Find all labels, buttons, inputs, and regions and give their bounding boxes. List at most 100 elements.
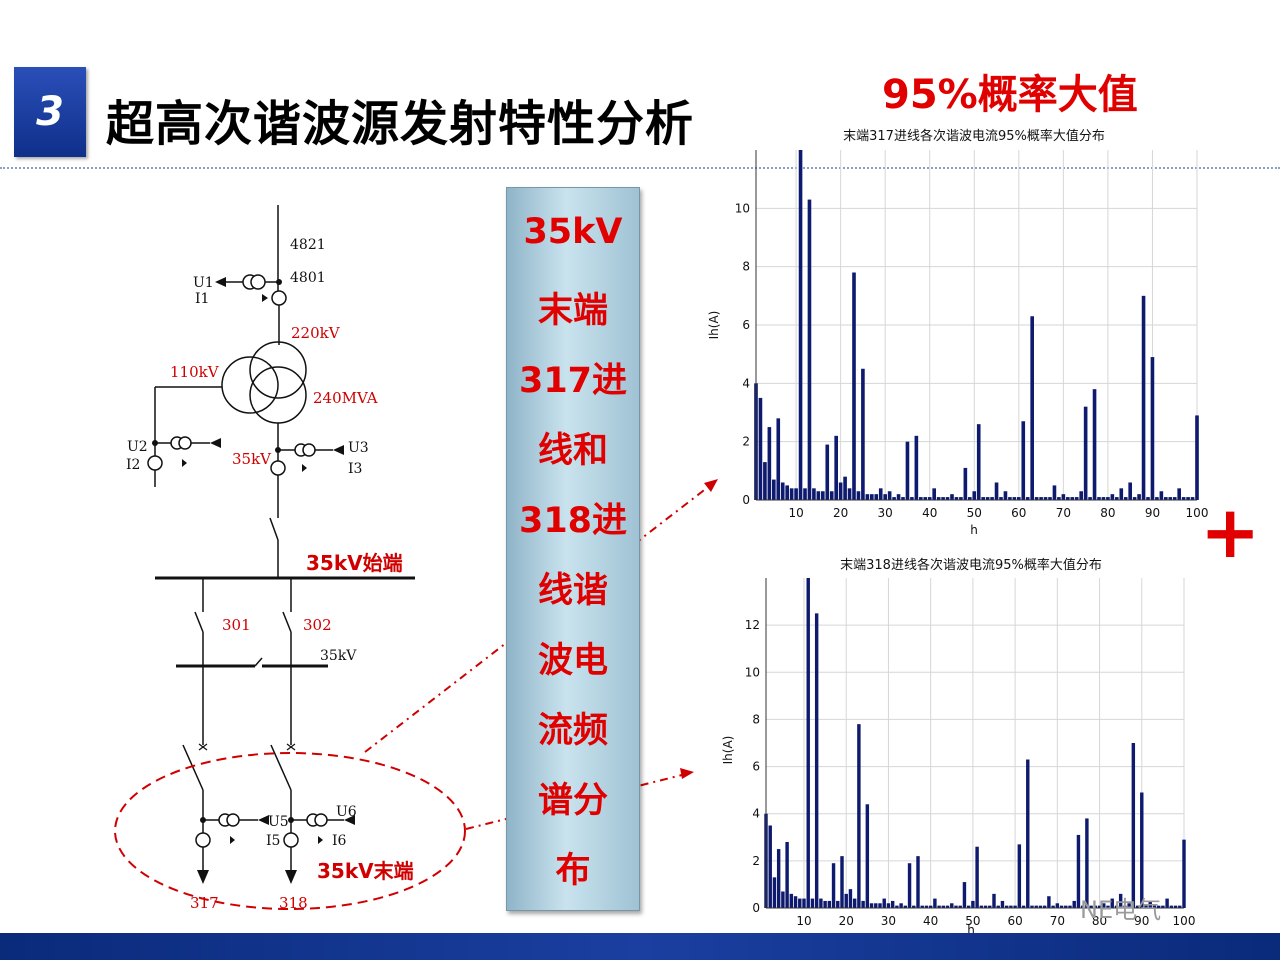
label-i1: I1: [195, 291, 209, 307]
chart-318-xtick-label: 10: [796, 914, 811, 928]
chart-317-bar: [861, 368, 865, 500]
chart-318-bar: [1182, 839, 1186, 908]
chart-318-xtick-label: 70: [1050, 914, 1065, 928]
chart-318-bar: [781, 891, 785, 908]
chart-317-bar: [1066, 497, 1070, 500]
chart-317-bar: [883, 494, 887, 500]
chart-318-bar: [1068, 905, 1072, 908]
chart-317-bar: [812, 488, 816, 500]
label-u1: U1: [193, 275, 214, 291]
chart-317-harmonic-current: 末端317进线各次谐波电流95%概率大值分布 10 20 30 40 50 60 70 80 9…: [707, 128, 1208, 537]
label-switch-302: 302: [303, 616, 332, 634]
label-u3: U3: [348, 440, 369, 456]
chart-317-bar: [856, 491, 861, 500]
chart-318-xtick-label: 60: [1007, 914, 1022, 928]
chart-318-bar: [1030, 905, 1034, 908]
chart-318-bar: [1021, 905, 1026, 908]
chart-317-bar: [1034, 497, 1039, 500]
chart-317-bar: [852, 272, 856, 500]
chart-317-bar: [785, 485, 789, 500]
chart-317-bar: [1115, 497, 1119, 500]
chart-318-bar: [878, 903, 882, 908]
chart-318-bar: [857, 724, 861, 908]
chart-318-bar: [1102, 903, 1106, 908]
chart-318-ytick-label: 6: [752, 760, 760, 774]
chart-317-bar: [1172, 497, 1177, 500]
banner-line-1: 35kV: [523, 212, 623, 252]
chart-318-bar: [1110, 898, 1114, 908]
chart-318-bar: [1085, 818, 1089, 908]
chart-318-xtick-label: 100: [1173, 914, 1196, 928]
chart-317-bar: [910, 497, 914, 500]
chart-318-bar: [1152, 905, 1157, 908]
chart-317-bar: [1083, 406, 1088, 500]
label-110kv: 110kV: [170, 363, 220, 381]
chart-317-bar: [776, 418, 781, 500]
chart-318-bar: [814, 613, 819, 908]
single-line-diagram: 4821 4801 U1 I1 220kV 110kV 240MVA U2 I2…: [114, 205, 466, 912]
plus-sign: +: [1200, 490, 1261, 574]
chart-318-xlabel: h: [967, 923, 975, 935]
chart-318-bar: [1042, 905, 1047, 908]
chart-318-bar: [1114, 905, 1119, 908]
label-feeder-318: 318: [279, 894, 308, 912]
chart-317-bar: [1159, 491, 1164, 500]
chart-318-bar: [975, 846, 979, 908]
chart-317-bar: [941, 497, 945, 500]
chart-318-bar: [1080, 905, 1085, 908]
label-u5: U5: [268, 814, 289, 830]
chart-317-bar: [780, 482, 785, 500]
chart-317-bar: [1190, 497, 1195, 500]
chart-318-bar: [861, 900, 865, 908]
label-u6: U6: [336, 804, 357, 820]
chart-318-xtick-label: 90: [1134, 914, 1149, 928]
chart-317-bar: [1119, 488, 1124, 500]
chart-318-bar: [958, 905, 962, 908]
chart-318-ytick-label: 8: [752, 712, 760, 726]
center-banner: 35kV 末端 317进 线和 318进 线谐 波电 流频 谱分 布: [506, 187, 640, 911]
chart-318-bar: [1034, 905, 1038, 908]
chart-318-bar: [776, 849, 781, 908]
chart-318-bar: [937, 905, 941, 908]
chart-318-bar: [950, 903, 954, 908]
chart-317-bar: [878, 488, 883, 500]
banner-line-4: 线和: [537, 431, 608, 471]
chart-318-bar: [988, 905, 992, 908]
chart-318-bar: [1127, 903, 1131, 908]
chart-317-bar: [945, 497, 950, 500]
chart-317-bar: [1088, 497, 1092, 500]
chart-318-bar: [1055, 903, 1060, 908]
chart-318-bar: [819, 898, 823, 908]
chart-317-ytick-label: 8: [742, 260, 750, 274]
chart-318-bar: [941, 905, 946, 908]
chart-318-bar: [844, 893, 848, 908]
chart-318-bar: [1106, 905, 1110, 908]
chart-317-bar: [1110, 494, 1115, 500]
chart-317-bar: [927, 497, 932, 500]
chart-317-bar: [968, 497, 972, 500]
chart-318-bar: [1038, 905, 1043, 908]
chart-317-bar: [794, 488, 798, 500]
chart-317-xtick-label: 60: [1011, 506, 1026, 520]
chart-318-harmonic-current: 末端318进线各次谐波电流95%概率大值分布 10 20 30 40 50 60 70 80 9…: [721, 557, 1196, 935]
chart-317-bar: [1195, 415, 1199, 500]
chart-317-bar: [1132, 497, 1137, 500]
label-240mva: 240MVA: [313, 389, 378, 407]
chart-317-bar: [963, 467, 968, 500]
chart-317-bar: [1048, 497, 1052, 500]
chart-318-ytick-label: 10: [745, 665, 760, 679]
chart-318-bar: [1076, 834, 1081, 908]
chart-317-bar: [954, 497, 959, 500]
chart-317-bar: [1070, 497, 1075, 500]
label-35kv-start: 35kV始端: [306, 551, 403, 575]
chart-317-xtick-label: 80: [1100, 506, 1115, 520]
chart-318-bar: [798, 898, 802, 908]
chart-317-xtick-label: 50: [967, 506, 982, 520]
chart-317-bar: [1146, 497, 1150, 500]
chart-317-bar: [1043, 497, 1048, 500]
chart-318-bar: [785, 842, 789, 908]
chart-318-bar: [793, 896, 798, 908]
chart-318-bar: [1161, 905, 1165, 908]
chart-317-bar: [1101, 497, 1106, 500]
chart-318-bar: [966, 905, 971, 908]
